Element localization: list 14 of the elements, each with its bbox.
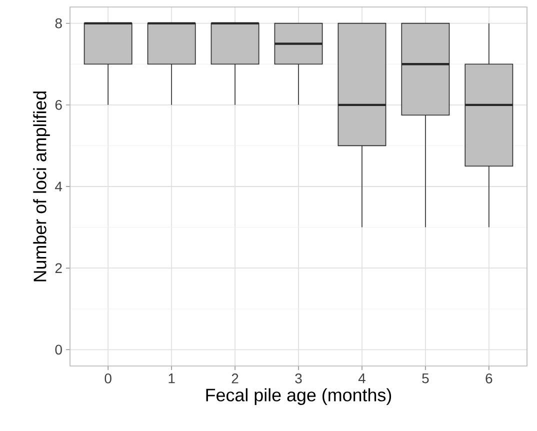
x-tick-label: 3 [295,374,302,384]
x-tick-label: 0 [104,374,112,384]
x-tick-label: 1 [168,374,175,384]
x-tick-label: 6 [486,374,492,384]
x-tick-label: 5 [422,374,429,384]
y-tick-label: 2 [55,263,62,273]
y-tick-label: 8 [55,18,62,28]
y-tick-label: 6 [55,100,62,110]
x-tick-label: 2 [232,374,238,384]
y-tick-label: 0 [55,344,62,355]
x-axis-title: Fecal pile age (months) [206,388,392,405]
y-tick-label: 4 [55,182,62,192]
y-axis-title: Number of loci amplified [33,92,50,282]
x-tick-label: 4 [358,374,366,384]
